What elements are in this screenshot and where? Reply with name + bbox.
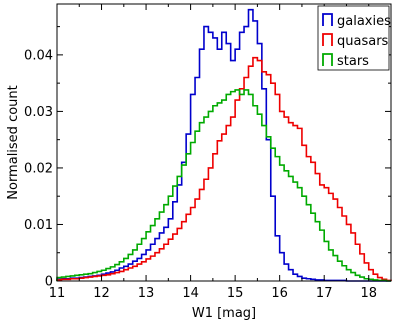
series-galaxies: [56, 8, 391, 282]
plot-frame: [56, 3, 392, 282]
x-tick-label: 15: [227, 286, 244, 301]
y-tick-label: 0.02: [24, 161, 53, 176]
y-tick-label: 0.03: [24, 105, 53, 120]
y-tick-label: 0.04: [24, 48, 53, 63]
y-tick-label: 0.01: [24, 218, 53, 233]
legend-swatch-quasars: [322, 33, 333, 46]
legend-swatch-stars: [322, 53, 333, 66]
ticks-layer: 11 12 13 14 15 16 17 18 0 0.01 0.02 0.03 0.04: [24, 4, 392, 301]
y-tick-label: 0: [45, 275, 53, 290]
y-axis-label: Normalised count: [6, 85, 21, 199]
x-tick-label: 11: [49, 286, 66, 301]
x-tick-label: 14: [182, 286, 199, 301]
x-tick-label: 17: [316, 286, 333, 301]
x-tick-label: 13: [138, 286, 155, 301]
legend-label-stars: stars: [337, 54, 369, 69]
x-axis-label: W1 [mag]: [192, 306, 256, 321]
x-tick-label: 12: [93, 286, 110, 301]
legend-label-quasars: quasars: [337, 34, 389, 49]
series-quasars: [56, 56, 392, 282]
x-tick-label: 18: [360, 286, 377, 301]
series-layer: [56, 8, 392, 282]
legend-label-galaxies: galaxies: [337, 14, 391, 29]
x-tick-label: 16: [271, 286, 288, 301]
legend-box: [317, 5, 390, 71]
legend: galaxies quasars stars: [317, 5, 391, 71]
series-stars: [56, 89, 391, 282]
legend-swatch-galaxies: [322, 13, 333, 26]
